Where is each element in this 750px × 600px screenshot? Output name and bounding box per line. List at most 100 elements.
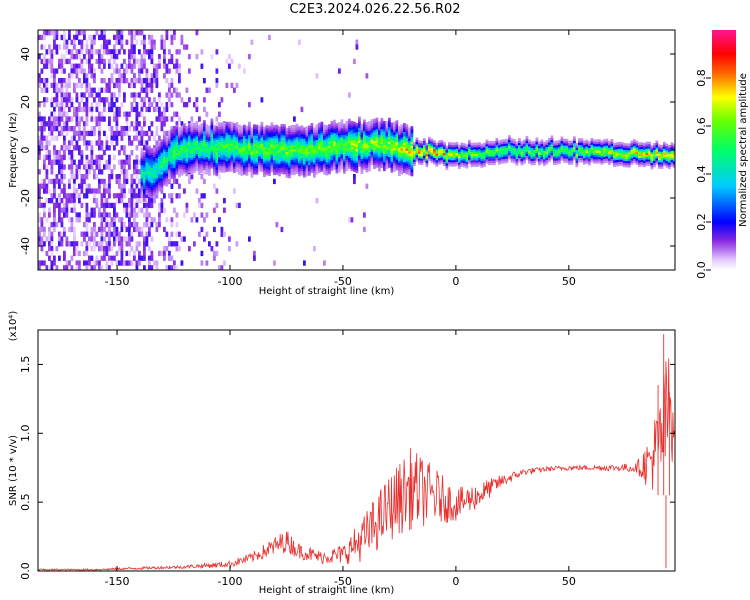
heatmap-noise-cell bbox=[115, 78, 119, 84]
heatmap-ridge-cell bbox=[400, 141, 404, 145]
heatmap-ridge-cell bbox=[325, 162, 329, 165]
heatmap-ridge-cell bbox=[325, 140, 329, 143]
heatmap-ridge-cell bbox=[165, 162, 169, 165]
heatmap-ridge-cell bbox=[303, 149, 306, 152]
heatmap-noise-cell bbox=[85, 140, 89, 146]
heatmap-ridge-cell bbox=[540, 139, 544, 143]
heatmap-ridge-cell bbox=[545, 151, 549, 154]
heatmap-ridge-cell bbox=[230, 130, 234, 133]
heatmap-ridge-cell bbox=[203, 167, 206, 171]
heatmap-ridge-cell bbox=[160, 173, 164, 177]
heatmap-ridge-cell bbox=[393, 149, 396, 153]
heatmap-noise-cell bbox=[60, 87, 64, 93]
heatmap-ridge-cell bbox=[490, 140, 494, 144]
heatmap-ridge-cell bbox=[293, 172, 296, 176]
heatmap-ridge-cell bbox=[463, 143, 466, 146]
heatmap-noise-cell bbox=[73, 236, 76, 242]
heatmap-ridge-cell bbox=[495, 140, 499, 143]
heatmap-noise-cell bbox=[50, 241, 54, 247]
heatmap-ridge-cell bbox=[195, 162, 199, 165]
heatmap-noise-cell bbox=[108, 58, 111, 65]
heatmap-ridge-cell bbox=[270, 146, 274, 149]
heatmap-ridge-cell bbox=[150, 158, 154, 162]
heatmap-ridge-cell bbox=[375, 130, 379, 134]
heatmap-noise-cell bbox=[95, 255, 99, 261]
heatmap-noise-cell bbox=[128, 202, 131, 209]
heatmap-ridge-cell bbox=[403, 136, 406, 139]
heatmap-ridge-cell bbox=[183, 157, 186, 161]
heatmap-ridge-cell bbox=[355, 129, 359, 132]
heatmap-ridge-cell bbox=[273, 168, 276, 171]
heatmap-noise-cell bbox=[50, 97, 54, 103]
heatmap-ridge-cell bbox=[513, 143, 516, 146]
heatmap-noise-cell bbox=[110, 202, 114, 209]
heatmap-noise-cell bbox=[105, 87, 109, 93]
heatmap-ridge-cell bbox=[260, 139, 264, 142]
heatmap-ridge-cell bbox=[528, 141, 531, 145]
heatmap-ridge-cell bbox=[305, 158, 309, 162]
heatmap-ridge-cell bbox=[313, 160, 316, 163]
heatmap-ridge-cell bbox=[140, 173, 144, 177]
heatmap-ridge-cell bbox=[410, 143, 414, 146]
heatmap-ridge-cell bbox=[363, 136, 366, 140]
heatmap-ridge-cell bbox=[308, 132, 311, 135]
heatmap-ridge-cell bbox=[195, 151, 199, 154]
heatmap-noise-cell bbox=[73, 135, 76, 141]
heatmap-noise-cell bbox=[130, 54, 134, 60]
heatmap-ridge-cell bbox=[405, 143, 409, 147]
heatmap-ridge-cell bbox=[175, 144, 179, 147]
heatmap-ridge-cell bbox=[330, 136, 334, 139]
heatmap-ridge-cell bbox=[328, 167, 331, 170]
heatmap-ridge-cell bbox=[450, 159, 454, 163]
heatmap-ridge-cell bbox=[455, 157, 459, 160]
heatmap-ridge-cell bbox=[270, 159, 274, 162]
heatmap-ridge-cell bbox=[268, 160, 271, 163]
heatmap-noise-cell bbox=[55, 198, 59, 204]
heatmap-noise-cell bbox=[100, 169, 104, 175]
heatmap-ridge-cell bbox=[388, 150, 391, 153]
heatmap-noise-cell bbox=[38, 265, 41, 270]
heatmap-ridge-cell bbox=[270, 139, 274, 143]
heatmap-ridge-cell bbox=[253, 171, 256, 175]
heatmap-ridge-cell bbox=[398, 158, 401, 161]
heatmap-ridge-cell bbox=[433, 151, 436, 154]
heatmap-noise-cell bbox=[88, 212, 91, 218]
heatmap-noise-cell bbox=[68, 198, 71, 204]
heatmap-noise-cell bbox=[143, 255, 146, 261]
heatmap-ridge-cell bbox=[200, 134, 204, 137]
heatmap-ridge-cell bbox=[538, 152, 541, 155]
heatmap-ridge-cell bbox=[245, 162, 249, 165]
heatmap-ridge-cell bbox=[208, 156, 211, 159]
heatmap-ridge-cell bbox=[240, 138, 244, 142]
heatmap-noise-cell bbox=[250, 39, 254, 45]
heatmap-noise-cell bbox=[123, 145, 126, 151]
heatmap-ridge-cell bbox=[210, 120, 214, 124]
heatmap-noise-cell bbox=[40, 202, 44, 209]
heatmap-noise-cell bbox=[108, 236, 111, 242]
heatmap-ridge-cell bbox=[335, 132, 339, 135]
heatmap-ridge-cell bbox=[485, 141, 489, 145]
heatmap-noise-cell bbox=[103, 34, 106, 41]
heatmap-ridge-cell bbox=[373, 123, 376, 126]
heatmap-ridge-cell bbox=[558, 161, 561, 165]
heatmap-ridge-cell bbox=[430, 143, 434, 146]
heatmap-noise-cell bbox=[48, 265, 51, 270]
heatmap-noise-cell bbox=[58, 236, 61, 242]
heatmap-noise-cell bbox=[68, 58, 71, 65]
heatmap-ridge-cell bbox=[223, 155, 226, 158]
heatmap-ridge-cell bbox=[410, 169, 414, 172]
heatmap-ridge-cell bbox=[508, 152, 511, 156]
heatmap-ridge-cell bbox=[155, 160, 159, 163]
heatmap-noise-cell bbox=[138, 111, 141, 117]
heatmap-ridge-cell bbox=[493, 151, 496, 155]
heatmap-ridge-cell bbox=[303, 138, 306, 141]
heatmap-ridge-cell bbox=[300, 168, 304, 172]
heatmap-noise-cell bbox=[175, 121, 179, 127]
heatmap-noise-cell bbox=[193, 102, 196, 108]
heatmap-ridge-cell bbox=[150, 174, 154, 177]
heatmap-ridge-cell bbox=[570, 147, 574, 150]
heatmap-ridge-cell bbox=[275, 152, 279, 156]
heatmap-ridge-cell bbox=[410, 132, 414, 136]
heatmap-ridge-cell bbox=[563, 140, 566, 144]
heatmap-noise-cell bbox=[53, 73, 56, 79]
